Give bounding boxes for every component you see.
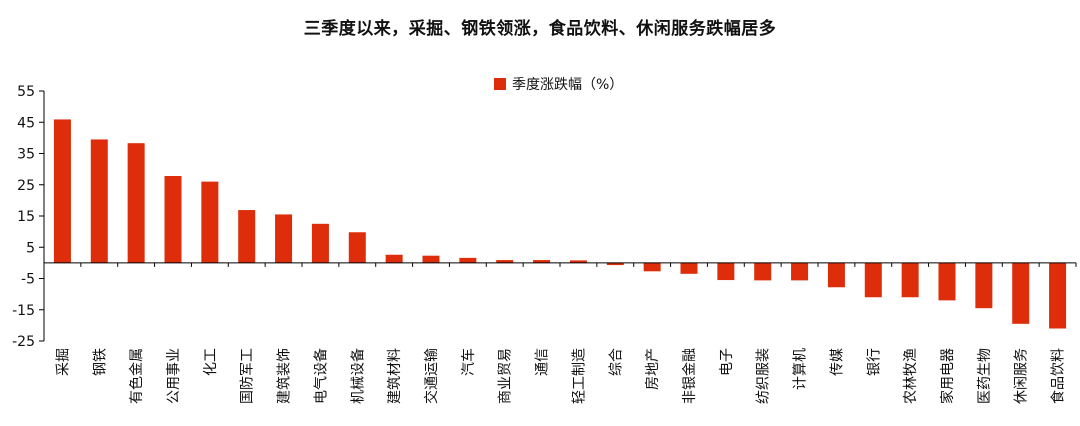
legend-swatch (494, 78, 506, 90)
bar (827, 262, 845, 288)
category-label: 化工 (203, 348, 219, 376)
bar (348, 232, 366, 263)
chart-title: 三季度以来，采掘、钢铁领涨，食品饮料、休闲服务跌幅居多 (303, 19, 777, 39)
bar (422, 255, 440, 263)
bar (164, 176, 182, 263)
bar (533, 260, 551, 263)
category-label: 国防军工 (240, 348, 256, 404)
bar (127, 143, 145, 263)
y-tick-label: 5 (26, 240, 35, 256)
category-label: 机械设备 (349, 348, 366, 404)
bar (680, 262, 698, 274)
bar (90, 139, 108, 263)
y-tick-label: 55 (17, 84, 35, 100)
y-tick-label: 35 (17, 147, 35, 163)
category-label: 公用事业 (166, 348, 182, 404)
y-tick-label: 25 (17, 178, 35, 194)
bar (606, 262, 624, 266)
category-label: 医药生物 (977, 348, 993, 404)
category-label: 交通运输 (423, 348, 440, 404)
category-label: 食品饮料 (1050, 348, 1067, 404)
category-label: 建筑装饰 (277, 348, 293, 404)
bar (864, 262, 882, 298)
bar (901, 262, 919, 298)
y-tick-label: -15 (12, 303, 35, 319)
bar (938, 262, 956, 301)
bar (643, 262, 661, 272)
category-label: 采掘 (55, 348, 71, 376)
category-label: 有色金属 (128, 348, 145, 404)
category-label: 房地产 (645, 348, 661, 390)
y-tick-label: -5 (21, 272, 35, 288)
bar (275, 214, 293, 263)
category-label: 休闲服务 (1014, 348, 1030, 404)
category-label: 电子 (719, 348, 735, 376)
bar (1049, 262, 1067, 329)
category-label: 通信 (535, 348, 551, 376)
bar (717, 262, 735, 281)
bar (238, 210, 256, 263)
category-label: 非银金融 (682, 348, 698, 404)
bar (754, 262, 772, 281)
category-label: 农林牧渔 (903, 348, 919, 404)
category-label: 轻工制造 (571, 348, 587, 404)
bar (385, 254, 403, 263)
category-label: 钢铁 (92, 348, 108, 376)
category-label: 家用电器 (939, 348, 956, 404)
bar (496, 260, 514, 263)
category-label: 计算机 (793, 348, 809, 390)
bar (791, 262, 809, 281)
category-label: 传媒 (829, 348, 845, 376)
bar (311, 223, 329, 263)
category-label: 综合 (608, 348, 624, 376)
y-tick-label: 15 (17, 209, 35, 225)
category-label: 电气设备 (312, 348, 329, 404)
bar (201, 181, 219, 263)
category-label: 汽车 (460, 348, 477, 376)
bar (459, 257, 477, 263)
bar (1012, 262, 1030, 324)
y-tick-label: -25 (12, 334, 35, 350)
category-label: 银行 (866, 348, 882, 376)
category-label: 纺织服装 (756, 348, 772, 404)
category-label: 建筑材料 (387, 348, 403, 404)
legend: 季度涨跌幅（%） (494, 74, 623, 94)
y-tick-label: 45 (17, 115, 35, 131)
legend-label: 季度涨跌幅（%） (512, 77, 624, 93)
bar (975, 262, 993, 309)
bar (53, 119, 71, 263)
category-label: 商业贸易 (498, 348, 514, 404)
bar (569, 260, 587, 263)
